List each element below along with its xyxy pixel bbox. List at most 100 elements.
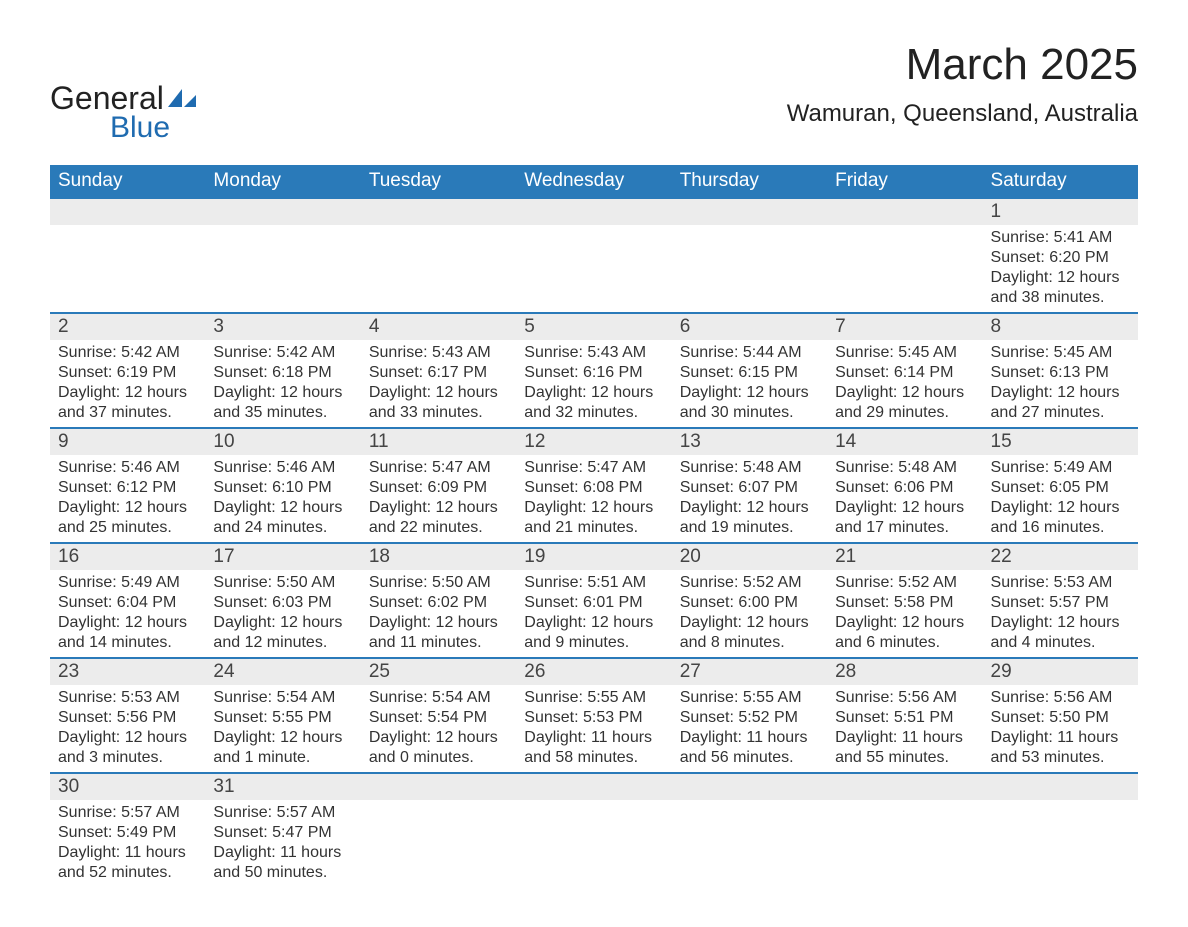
day-cell-data [672, 225, 827, 313]
daynum-row: 3031 [50, 773, 1138, 800]
daynum-row: 1 [50, 198, 1138, 225]
day-cell-number: 5 [516, 313, 671, 340]
day-data-block: Sunrise: 5:52 AMSunset: 6:00 PMDaylight:… [672, 570, 827, 657]
day-number: 27 [672, 659, 827, 685]
day-number [50, 199, 205, 225]
day-data-block: Sunrise: 5:42 AMSunset: 6:19 PMDaylight:… [50, 340, 205, 427]
day-cell-data: Sunrise: 5:48 AMSunset: 6:06 PMDaylight:… [827, 455, 982, 543]
day-number: 10 [205, 429, 360, 455]
day-number: 19 [516, 544, 671, 570]
day-data-block: Sunrise: 5:53 AMSunset: 5:57 PMDaylight:… [983, 570, 1138, 657]
day-data-block: Sunrise: 5:46 AMSunset: 6:12 PMDaylight:… [50, 455, 205, 542]
day-cell-number: 2 [50, 313, 205, 340]
day-cell-data: Sunrise: 5:49 AMSunset: 6:04 PMDaylight:… [50, 570, 205, 658]
day-number [516, 774, 671, 800]
day-number: 20 [672, 544, 827, 570]
weekday-header: Friday [827, 165, 982, 198]
brand-logo: General Blue [50, 40, 196, 145]
day-cell-number: 23 [50, 658, 205, 685]
day-cell-number: 1 [983, 198, 1138, 225]
day-cell-data: Sunrise: 5:54 AMSunset: 5:55 PMDaylight:… [205, 685, 360, 773]
day-cell-number [672, 773, 827, 800]
day-data-block: Sunrise: 5:49 AMSunset: 6:04 PMDaylight:… [50, 570, 205, 657]
day-cell-number [983, 773, 1138, 800]
day-cell-number [827, 198, 982, 225]
daynum-row: 2345678 [50, 313, 1138, 340]
day-cell-number: 27 [672, 658, 827, 685]
day-number: 6 [672, 314, 827, 340]
day-cell-data: Sunrise: 5:50 AMSunset: 6:03 PMDaylight:… [205, 570, 360, 658]
day-data-block: Sunrise: 5:57 AMSunset: 5:47 PMDaylight:… [205, 800, 360, 887]
day-cell-number [361, 198, 516, 225]
day-cell-data: Sunrise: 5:45 AMSunset: 6:14 PMDaylight:… [827, 340, 982, 428]
day-number [361, 199, 516, 225]
day-data-block [50, 225, 205, 252]
day-data-block: Sunrise: 5:45 AMSunset: 6:14 PMDaylight:… [827, 340, 982, 427]
day-data-block: Sunrise: 5:45 AMSunset: 6:13 PMDaylight:… [983, 340, 1138, 427]
day-number: 22 [983, 544, 1138, 570]
day-number [827, 774, 982, 800]
day-cell-number: 26 [516, 658, 671, 685]
day-cell-number: 8 [983, 313, 1138, 340]
day-number: 15 [983, 429, 1138, 455]
day-data-block [827, 800, 982, 827]
day-cell-data: Sunrise: 5:57 AMSunset: 5:47 PMDaylight:… [205, 800, 360, 887]
day-cell-number: 20 [672, 543, 827, 570]
day-cell-data [50, 225, 205, 313]
day-data-block: Sunrise: 5:54 AMSunset: 5:54 PMDaylight:… [361, 685, 516, 772]
day-cell-number: 15 [983, 428, 1138, 455]
day-cell-number [516, 773, 671, 800]
weekday-header: Saturday [983, 165, 1138, 198]
daydata-row: Sunrise: 5:41 AMSunset: 6:20 PMDaylight:… [50, 225, 1138, 313]
daynum-row: 23242526272829 [50, 658, 1138, 685]
day-number [205, 199, 360, 225]
day-cell-number: 10 [205, 428, 360, 455]
day-cell-data: Sunrise: 5:45 AMSunset: 6:13 PMDaylight:… [983, 340, 1138, 428]
day-data-block [672, 225, 827, 252]
day-cell-data: Sunrise: 5:41 AMSunset: 6:20 PMDaylight:… [983, 225, 1138, 313]
day-data-block: Sunrise: 5:54 AMSunset: 5:55 PMDaylight:… [205, 685, 360, 772]
daynum-row: 16171819202122 [50, 543, 1138, 570]
day-data-block: Sunrise: 5:44 AMSunset: 6:15 PMDaylight:… [672, 340, 827, 427]
day-cell-number: 3 [205, 313, 360, 340]
day-number: 16 [50, 544, 205, 570]
day-cell-data: Sunrise: 5:52 AMSunset: 6:00 PMDaylight:… [672, 570, 827, 658]
day-number: 8 [983, 314, 1138, 340]
day-cell-data: Sunrise: 5:46 AMSunset: 6:10 PMDaylight:… [205, 455, 360, 543]
day-cell-data: Sunrise: 5:43 AMSunset: 6:16 PMDaylight:… [516, 340, 671, 428]
day-cell-number: 28 [827, 658, 982, 685]
day-data-block: Sunrise: 5:55 AMSunset: 5:53 PMDaylight:… [516, 685, 671, 772]
day-number [827, 199, 982, 225]
day-data-block [983, 800, 1138, 827]
day-cell-number: 7 [827, 313, 982, 340]
daydata-row: Sunrise: 5:57 AMSunset: 5:49 PMDaylight:… [50, 800, 1138, 887]
weekday-header: Wednesday [516, 165, 671, 198]
day-cell-number: 29 [983, 658, 1138, 685]
day-data-block: Sunrise: 5:47 AMSunset: 6:09 PMDaylight:… [361, 455, 516, 542]
day-cell-number: 22 [983, 543, 1138, 570]
day-number [672, 774, 827, 800]
day-cell-data: Sunrise: 5:56 AMSunset: 5:51 PMDaylight:… [827, 685, 982, 773]
day-cell-data: Sunrise: 5:57 AMSunset: 5:49 PMDaylight:… [50, 800, 205, 887]
location-subtitle: Wamuran, Queensland, Australia [787, 100, 1138, 128]
weekday-header-row: SundayMondayTuesdayWednesdayThursdayFrid… [50, 165, 1138, 198]
day-cell-data: Sunrise: 5:46 AMSunset: 6:12 PMDaylight:… [50, 455, 205, 543]
day-data-block [516, 800, 671, 827]
weekday-header: Tuesday [361, 165, 516, 198]
day-number: 14 [827, 429, 982, 455]
weekday-header: Monday [205, 165, 360, 198]
day-cell-data [827, 800, 982, 887]
day-cell-number: 24 [205, 658, 360, 685]
day-number: 30 [50, 774, 205, 800]
day-cell-data [361, 225, 516, 313]
day-cell-number [827, 773, 982, 800]
day-cell-data: Sunrise: 5:49 AMSunset: 6:05 PMDaylight:… [983, 455, 1138, 543]
day-data-block: Sunrise: 5:49 AMSunset: 6:05 PMDaylight:… [983, 455, 1138, 542]
day-cell-number: 21 [827, 543, 982, 570]
day-number: 25 [361, 659, 516, 685]
day-cell-number [516, 198, 671, 225]
day-cell-number: 14 [827, 428, 982, 455]
day-number: 7 [827, 314, 982, 340]
day-number [361, 774, 516, 800]
day-number: 11 [361, 429, 516, 455]
